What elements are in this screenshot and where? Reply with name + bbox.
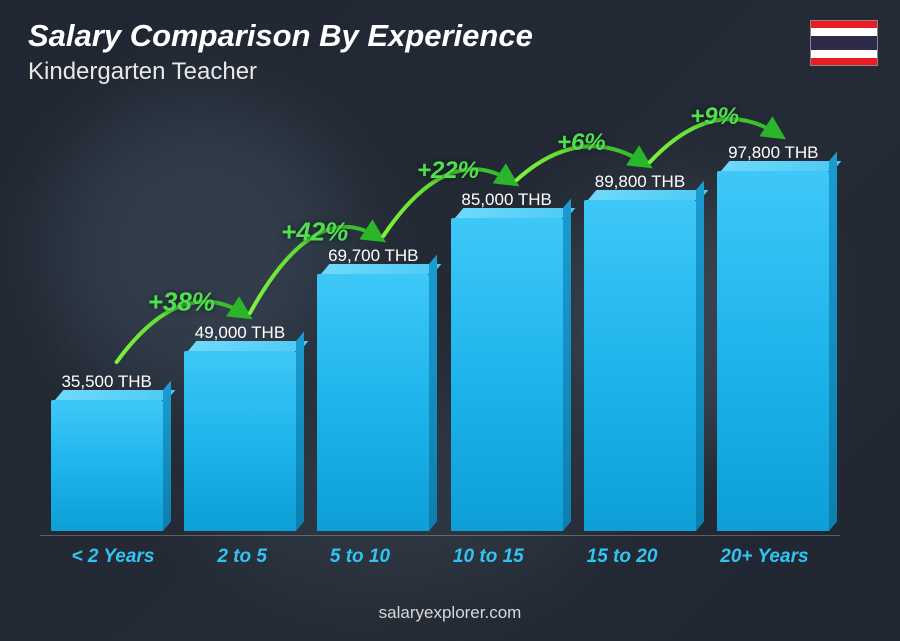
x-axis-tick: 2 to 5 bbox=[217, 546, 267, 561]
bar-value-label: 35,500 THB bbox=[61, 372, 151, 392]
flag-stripe bbox=[811, 21, 877, 28]
footer-source: salaryexplorer.com bbox=[0, 603, 900, 623]
flag-stripe bbox=[811, 28, 877, 35]
x-axis-tick: 15 to 20 bbox=[587, 546, 658, 561]
x-axis-tick: < 2 Years bbox=[71, 546, 154, 561]
chart-subtitle: Kindergarten Teacher bbox=[28, 58, 533, 86]
bar-value-label: 97,800 THB bbox=[728, 143, 818, 163]
bar-value-label: 49,000 THB bbox=[195, 323, 285, 343]
bar-group: 85,000 THB bbox=[451, 190, 563, 531]
flag-stripe bbox=[811, 58, 877, 65]
bars-container: 35,500 THB 49,000 THB 69,700 THB 85,000 THB… bbox=[40, 140, 840, 531]
flag-stripe bbox=[811, 50, 877, 57]
bar-group: 49,000 THB bbox=[184, 323, 296, 531]
salary-bar-chart: +38%+42%+22%+6%+9% 35,500 THB49,000 THB6… bbox=[40, 140, 840, 561]
bar bbox=[717, 171, 829, 531]
bar-value-label: 89,800 THB bbox=[595, 172, 685, 192]
x-axis: < 2 Years 2 to 5 5 to 10 10 to 15 15 to 20 20… bbox=[40, 535, 840, 561]
thailand-flag-icon bbox=[810, 20, 878, 66]
bar bbox=[51, 400, 163, 531]
bar-value-label: 69,700 THB bbox=[328, 246, 418, 266]
x-axis-tick: 10 to 15 bbox=[453, 546, 524, 561]
growth-arc-label: +9% bbox=[690, 103, 739, 131]
x-axis-tick: 5 to 10 bbox=[330, 546, 390, 561]
bar bbox=[451, 218, 563, 531]
bar-group: 69,700 THB bbox=[317, 246, 429, 531]
bar-group: 89,800 THB bbox=[584, 172, 696, 531]
bar bbox=[584, 200, 696, 531]
bar bbox=[184, 351, 296, 531]
bar bbox=[317, 274, 429, 531]
flag-stripe bbox=[811, 36, 877, 51]
chart-header: Salary Comparison By Experience Kinderga… bbox=[28, 18, 533, 86]
chart-title: Salary Comparison By Experience bbox=[28, 18, 533, 54]
bar-group: 97,800 THB bbox=[717, 143, 829, 531]
bar-group: 35,500 THB bbox=[51, 372, 163, 531]
bar-value-label: 85,000 THB bbox=[461, 190, 551, 210]
x-axis-tick: 20+ Years bbox=[720, 546, 808, 561]
